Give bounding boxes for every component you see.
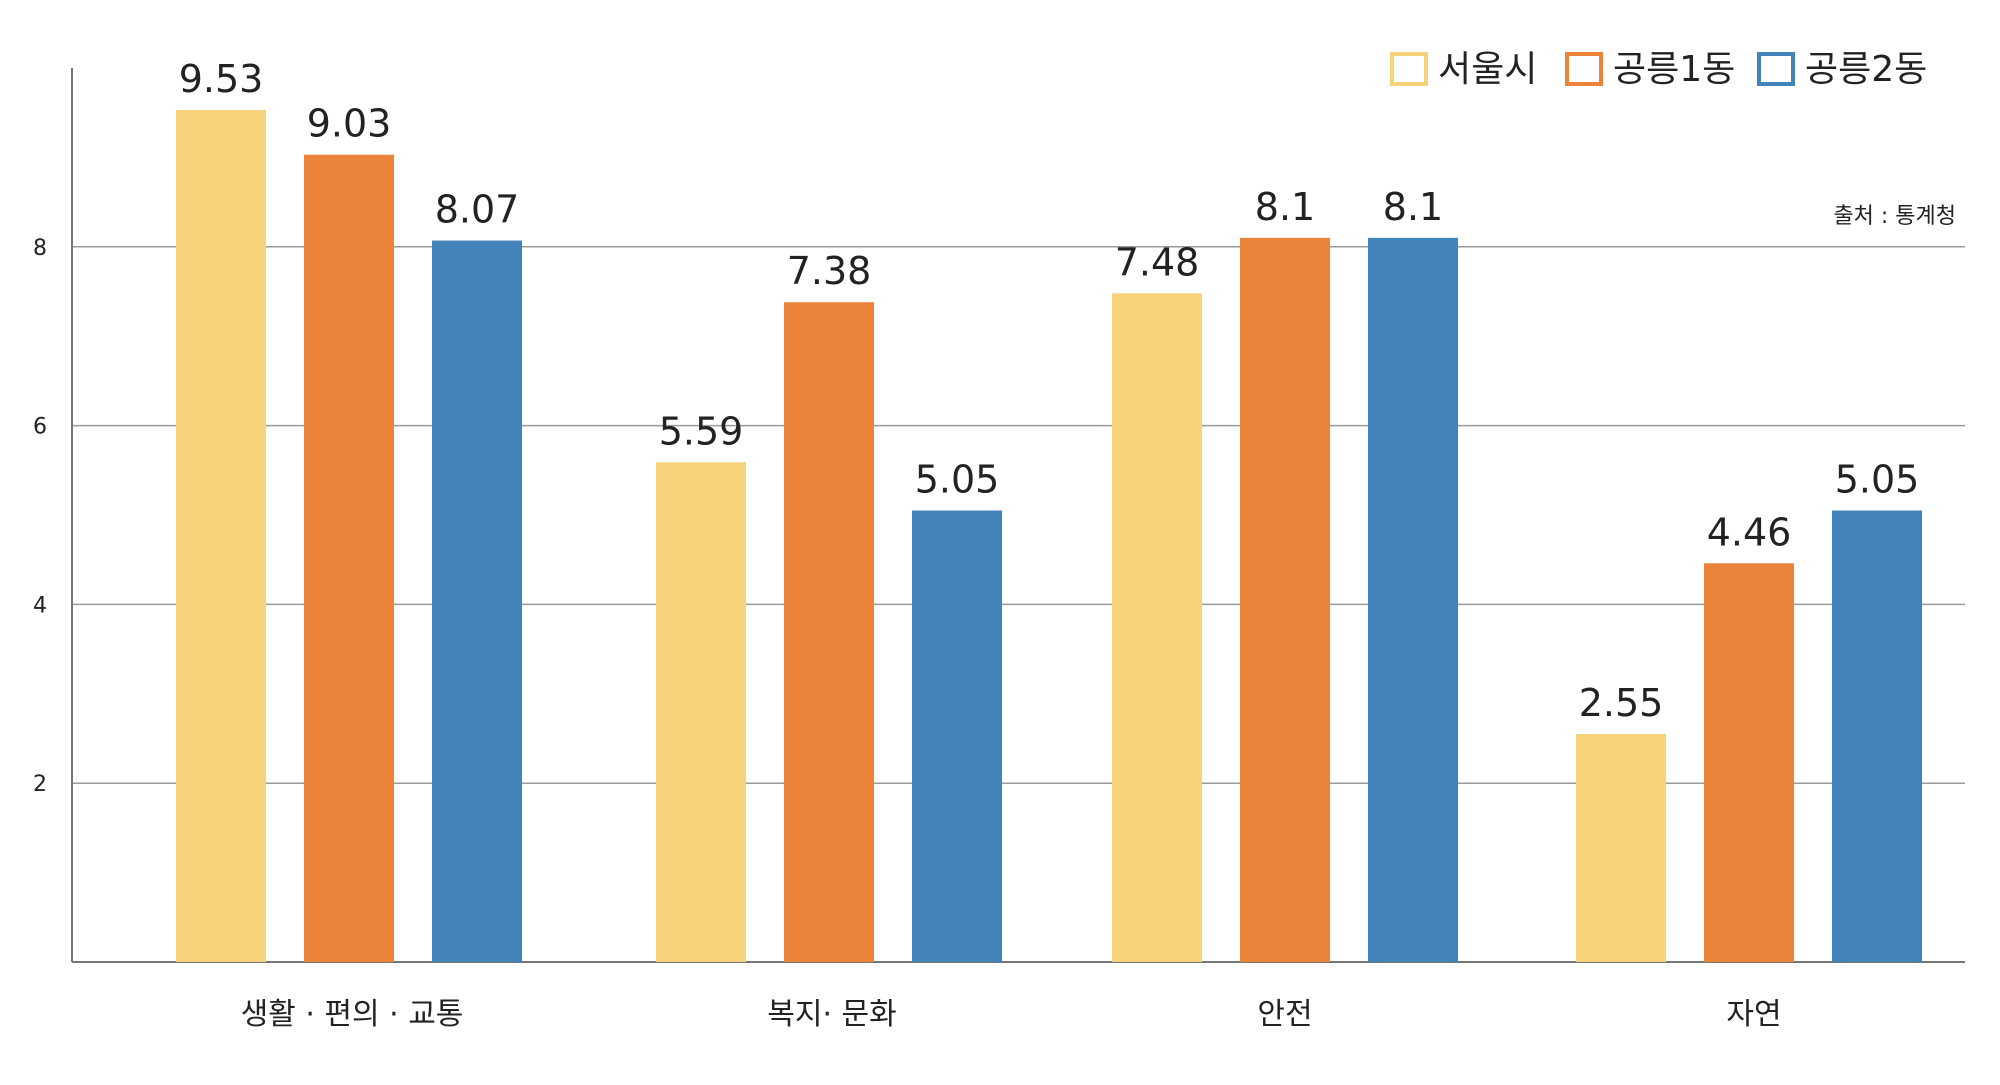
data-label: 7.48 xyxy=(1115,240,1200,284)
bar xyxy=(1240,237,1330,963)
bar xyxy=(656,462,746,962)
legend-label: 공릉1동 xyxy=(1613,49,1735,90)
bar xyxy=(1704,563,1794,962)
data-label: 8.07 xyxy=(435,188,520,232)
data-label: 4.46 xyxy=(1707,510,1792,554)
legend-swatch xyxy=(1565,52,1603,86)
bar xyxy=(1368,237,1458,963)
bar xyxy=(784,302,874,962)
source-note: 출처 : 통계청 xyxy=(1833,204,1956,229)
bar xyxy=(912,510,1002,962)
data-label: 5.05 xyxy=(915,458,1000,502)
x-tick-label: 자연 xyxy=(1726,997,1781,1032)
y-tick-label: 2 xyxy=(33,772,47,797)
x-tick-label: 복지· 문화 xyxy=(767,997,896,1032)
bar xyxy=(176,110,266,962)
legend-label: 공릉2동 xyxy=(1805,49,1927,90)
bar-layer xyxy=(176,110,1922,963)
bar xyxy=(1112,293,1202,963)
data-label: 5.59 xyxy=(659,409,744,453)
data-label: 9.03 xyxy=(307,102,392,146)
x-tick-label: 생활 · 편의 · 교통 xyxy=(241,997,464,1032)
legend-swatch xyxy=(1390,52,1428,86)
y-tick-label: 8 xyxy=(33,236,47,261)
y-tick-label: 6 xyxy=(33,415,47,440)
bar xyxy=(1576,734,1666,962)
y-tick-label: 4 xyxy=(33,593,47,618)
data-label: 7.38 xyxy=(787,249,872,293)
legend: 서울시 공릉1동 공릉2동 xyxy=(1390,49,1927,90)
legend-swatch xyxy=(1757,52,1795,86)
legend-label: 서울시 xyxy=(1438,49,1537,90)
label-layer: 9.53 5.59 7.48 2.55 9.03 7.38 8.1 4.46 8.07 5.05 8… xyxy=(179,57,1920,1032)
data-label: 9.53 xyxy=(179,57,264,101)
bar xyxy=(1832,510,1922,962)
data-label: 5.05 xyxy=(1835,458,1920,502)
bar xyxy=(304,154,394,962)
data-label: 2.55 xyxy=(1579,681,1664,725)
data-label: 8.1 xyxy=(1383,185,1443,229)
x-tick-label: 안전 xyxy=(1257,997,1312,1032)
data-label: 8.1 xyxy=(1255,185,1315,229)
bar xyxy=(432,240,522,963)
